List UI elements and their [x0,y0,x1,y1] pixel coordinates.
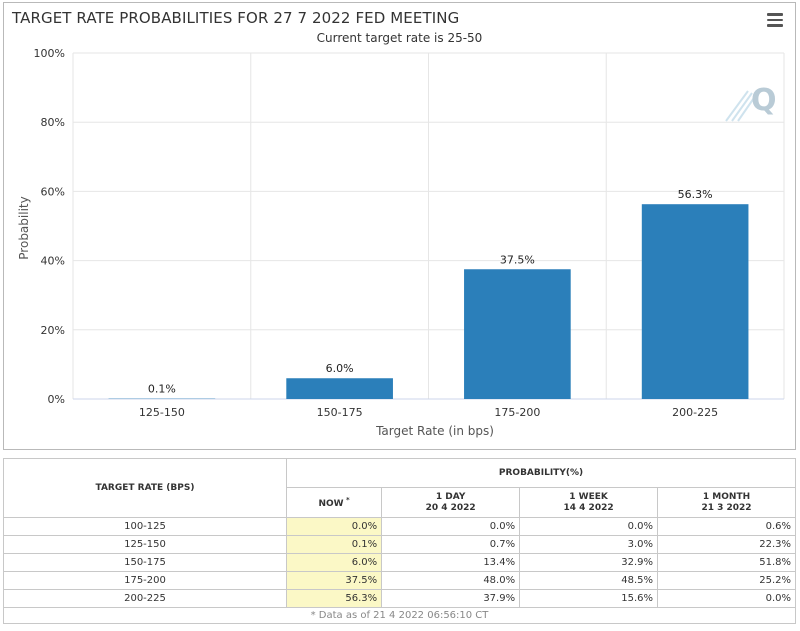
probability-table: TARGET RATE (BPS) PROBABILITY(%) NOW * 1 … [3,458,796,624]
data-label-150-175: 6.0% [326,362,354,375]
table-row: 175-200 37.5% 48.0% 48.5% 25.2% [3,571,796,590]
column-header-1: 1 DAY 20 4 2022 [381,487,521,518]
x-tick-label-200-225: 200-225 [672,406,718,419]
rate-cell: 175-200 [3,571,287,590]
probability-cell: 48.0% [381,571,521,590]
bar-150-175[interactable] [286,378,393,399]
probability-cell: 37.5% [285,571,383,590]
q-logo-letter: Q [751,83,777,118]
x-tick-label-175-200: 175-200 [494,406,540,419]
probability-cell: 0.7% [381,535,521,554]
bar-200-225[interactable] [641,204,749,399]
rate-cell: 125-150 [3,535,287,554]
probability-cell: 0.0% [519,517,659,536]
hamburger-menu-icon[interactable] [767,13,783,27]
probability-cell: 32.9% [519,553,659,572]
probability-cell: 22.3% [657,535,796,554]
table-row: 125-150 0.1% 0.7% 3.0% 22.3% [3,535,796,554]
x-tick-label-150-175: 150-175 [317,406,363,419]
rate-cell: 100-125 [3,517,287,536]
column-header-label: 1 DAY [435,491,466,502]
column-header-label: NOW [318,499,344,509]
probability-cell: 0.6% [657,517,796,536]
data-label-125-150: 0.1% [148,383,176,396]
probability-cell: 3.0% [519,535,659,554]
probability-cell: 0.0% [657,589,796,608]
probability-cell: 0.1% [285,535,383,554]
x-axis-title: Target Rate (in bps) [375,424,494,438]
y-tick-label: 0% [48,393,65,406]
probability-cell: 56.3% [285,589,383,608]
probability-cell: 25.2% [657,571,796,590]
probability-cell: 37.9% [381,589,521,608]
data-timestamp-footnote: * Data as of 21 4 2022 06:56:10 CT [3,607,796,624]
y-tick-label: 40% [41,255,65,268]
column-header-date: 20 4 2022 [425,502,476,513]
column-header-date: 21 3 2022 [701,502,752,513]
probability-cell: 13.4% [381,553,521,572]
column-header-3: 1 MONTH 21 3 2022 [657,487,796,518]
y-tick-label: 80% [41,116,65,129]
table-row: 150-175 6.0% 13.4% 32.9% 51.8% [3,553,796,572]
probability-cell: 6.0% [285,553,383,572]
probability-cell: 0.0% [381,517,521,536]
x-tick-label-125-150: 125-150 [139,406,185,419]
y-tick-label: 20% [41,324,65,337]
probability-cell: 0.0% [285,517,383,536]
rate-cell: 200-225 [3,589,287,608]
bar-chart: Q 0% 20% 40% 60% 80% 100% 0.1% 125-150 6.0% 150-1… [17,47,785,438]
chart-subtitle: Current target rate is 25-50 [316,31,483,45]
column-header-date: 14 4 2022 [563,502,614,513]
data-label-175-200: 37.5% [500,253,535,266]
probability-header: PROBABILITY(%) [286,458,796,488]
column-header-2: 1 WEEK 14 4 2022 [519,487,659,518]
column-header-0: NOW * [285,487,383,518]
y-tick-label: 100% [34,47,65,60]
table-row: 100-125 0.0% 0.0% 0.0% 0.6% [3,517,796,536]
probability-cell: 51.8% [657,553,796,572]
table-row: 200-225 56.3% 37.9% 15.6% 0.0% [3,589,796,608]
column-header-marker: * [343,496,350,504]
data-label-200-225: 56.3% [678,188,713,201]
chart-panel: TARGET RATE PROBABILITIES FOR 27 7 2022 … [3,2,796,450]
bar-175-200[interactable] [464,269,571,399]
y-tick-label: 60% [41,185,65,198]
probability-cell: 48.5% [519,571,659,590]
column-header-label: 1 WEEK [569,491,608,502]
probability-cell: 15.6% [519,589,659,608]
rate-column-header: TARGET RATE (BPS) [3,458,287,518]
column-header-label: 1 MONTH [702,491,751,502]
q-logo-icon: Q [725,83,777,122]
chart-title: TARGET RATE PROBABILITIES FOR 27 7 2022 … [12,9,460,27]
rate-cell: 150-175 [3,553,287,572]
y-axis-title: Probability [17,196,31,259]
